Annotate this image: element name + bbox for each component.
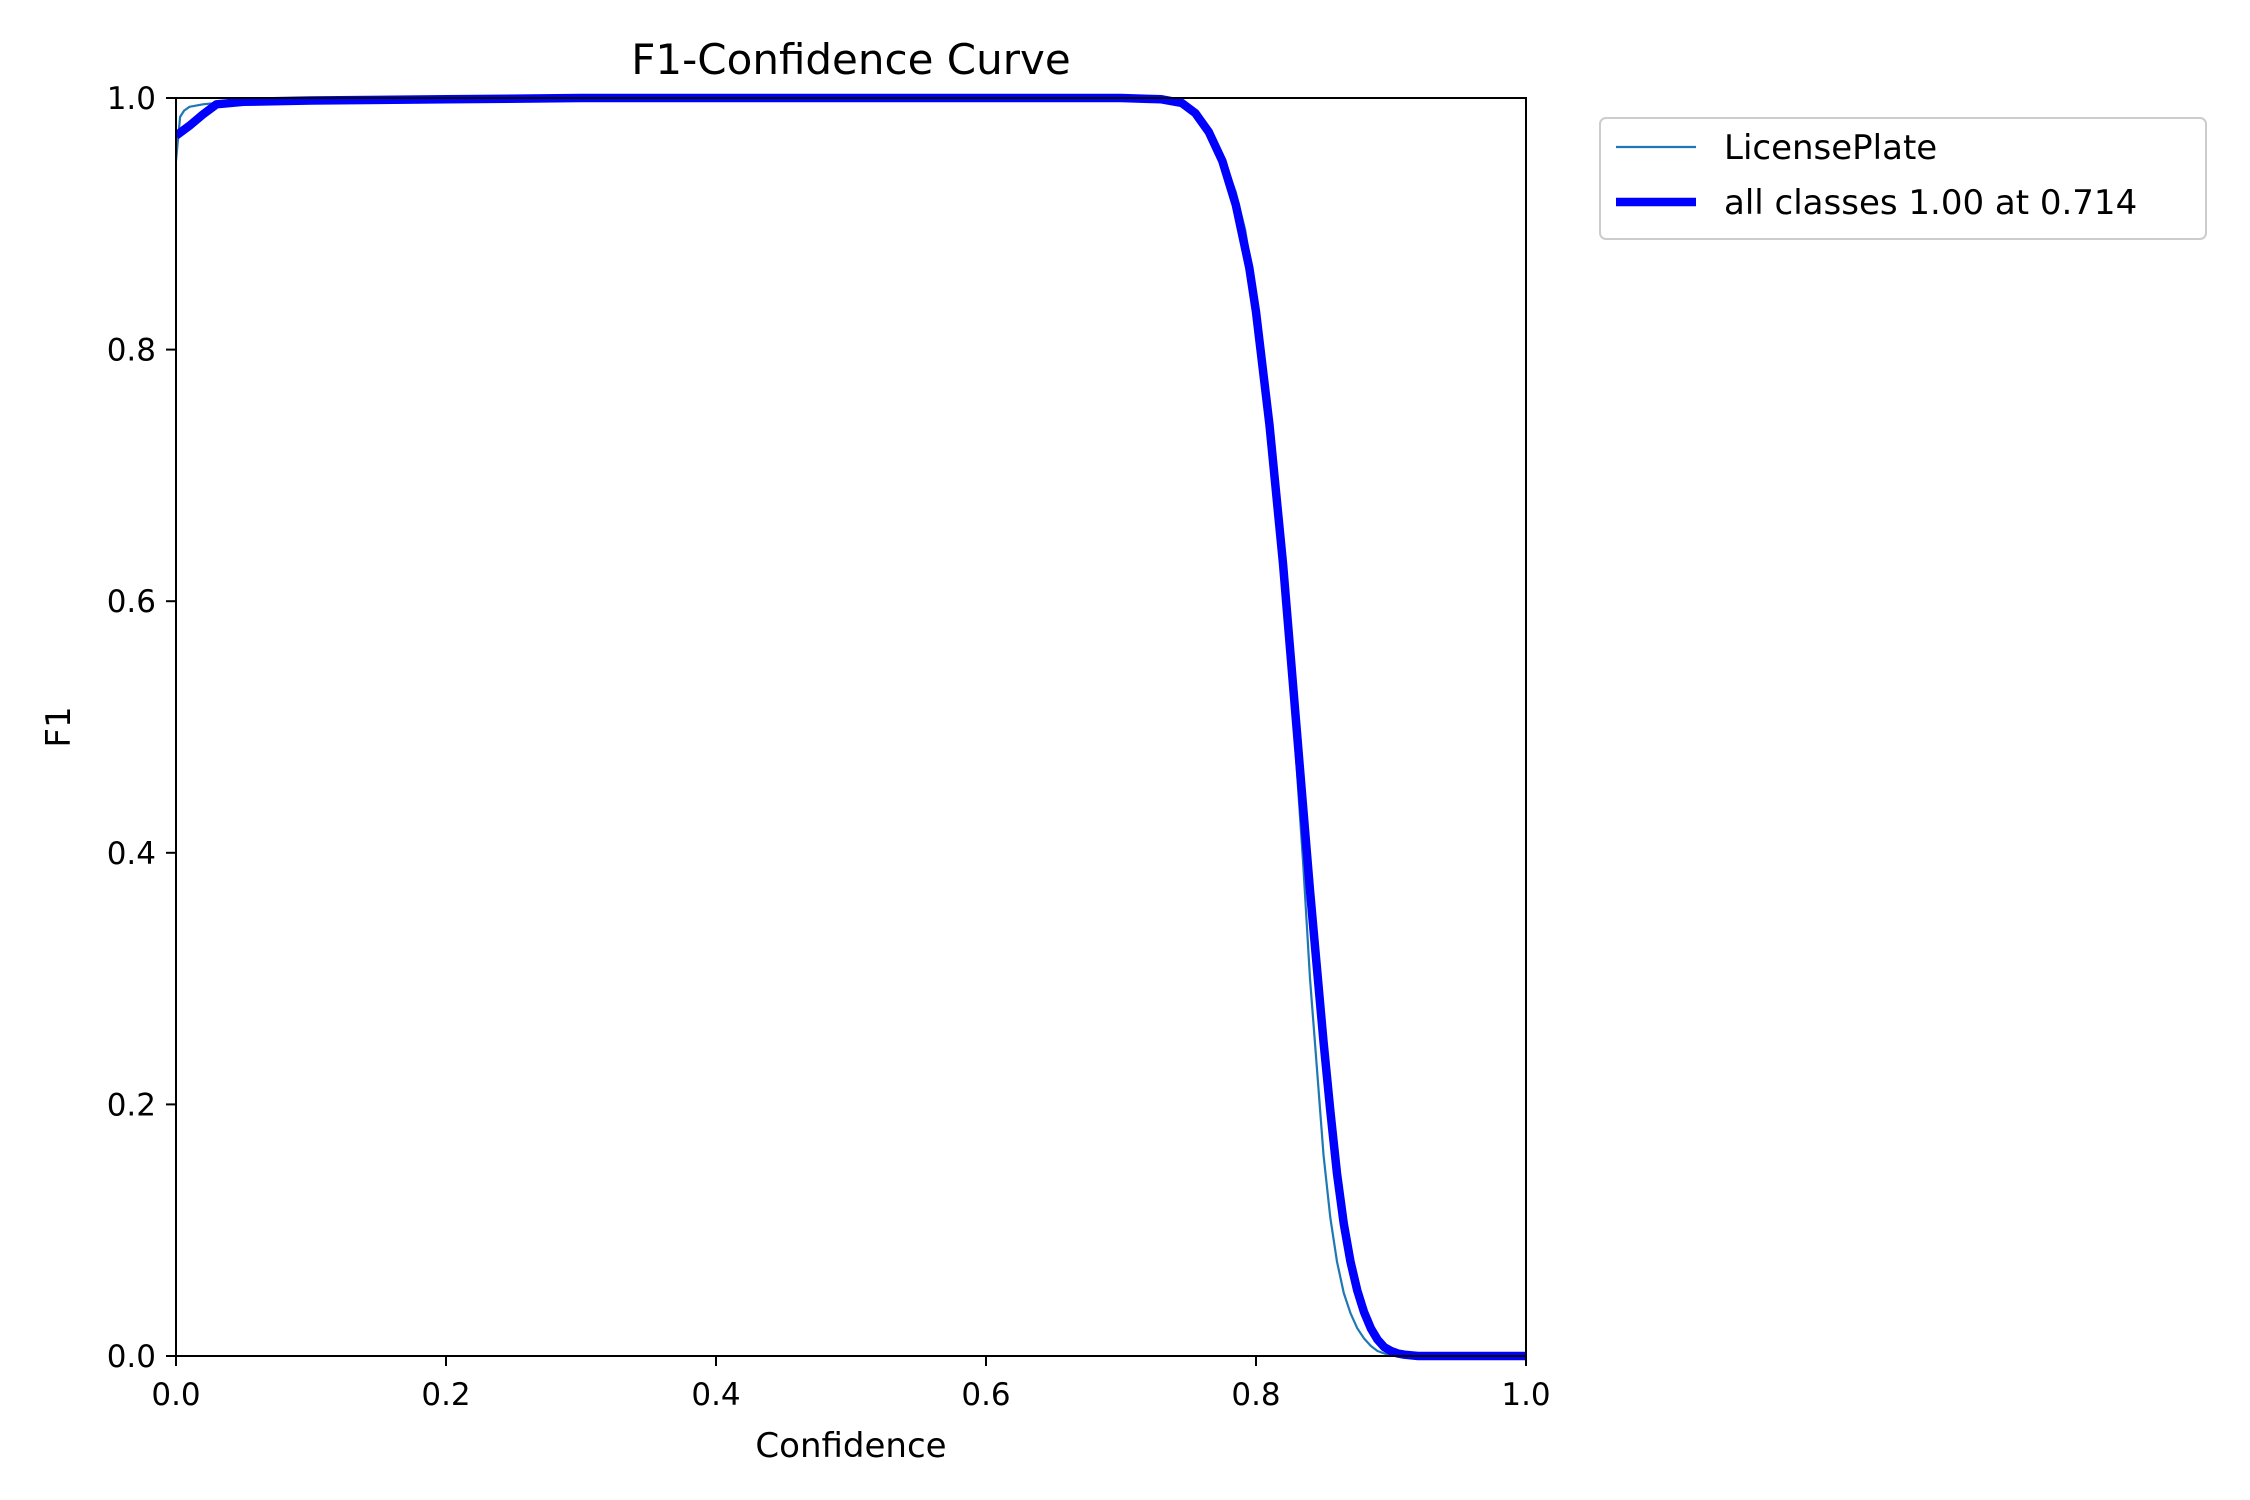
- y-tick-label: 0.8: [107, 333, 156, 369]
- y-tick-label: 1.0: [107, 81, 156, 117]
- x-tick-label: 0.0: [151, 1377, 200, 1413]
- y-tick-label: 0.6: [107, 584, 156, 620]
- chart-title: F1-Confidence Curve: [631, 35, 1070, 84]
- axes-frame: [175, 97, 1527, 1357]
- y-tick-label: 0.4: [107, 836, 156, 872]
- y-axis-label: F1: [39, 706, 79, 747]
- y-tick-label: 0.2: [107, 1087, 156, 1123]
- y-axis: 0.0 0.2 0.4 0.6 0.8 1.0: [107, 81, 176, 1375]
- y-tick-label: 0.0: [107, 1339, 156, 1375]
- legend-label-licenseplate: LicensePlate: [1724, 128, 1937, 168]
- x-tick-label: 0.4: [691, 1377, 740, 1413]
- x-axis-label: Confidence: [755, 1426, 946, 1466]
- legend-label-all-classes: all classes 1.00 at 0.714: [1724, 183, 2137, 223]
- legend-box: [1599, 117, 2207, 240]
- x-axis: 0.0 0.2 0.4 0.6 0.8 1.0: [151, 1356, 1551, 1413]
- legend: LicensePlate all classes 1.00 at 0.714: [1599, 117, 2207, 240]
- x-tick-label: 0.2: [421, 1377, 470, 1413]
- x-tick-label: 1.0: [1501, 1377, 1550, 1413]
- x-tick-label: 0.6: [961, 1377, 1010, 1413]
- x-tick-label: 0.8: [1231, 1377, 1280, 1413]
